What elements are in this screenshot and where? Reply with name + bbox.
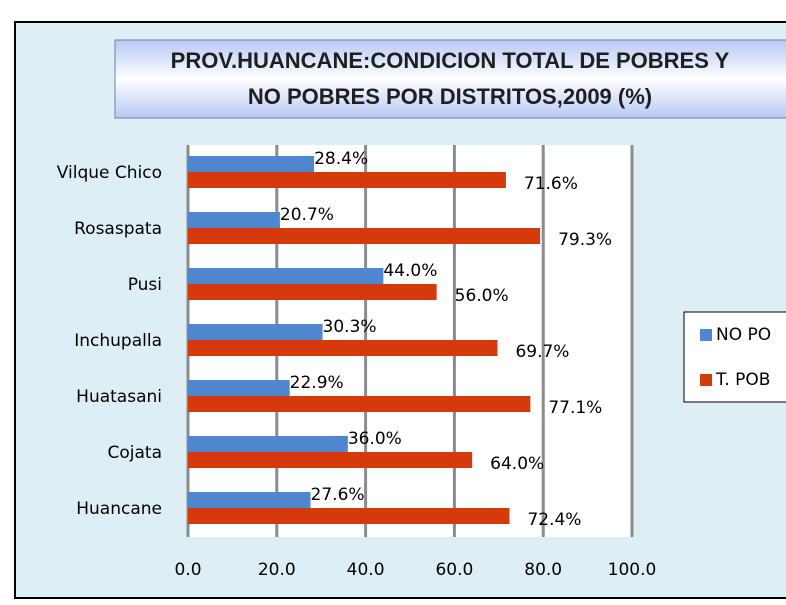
x-tick-label: 100.0 bbox=[608, 560, 657, 580]
data-label: 20.7% bbox=[280, 205, 334, 225]
data-label: 22.9% bbox=[290, 373, 344, 393]
data-label: 71.6% bbox=[524, 174, 578, 194]
x-tick-label: 0.0 bbox=[174, 560, 201, 580]
bar bbox=[188, 452, 473, 468]
legend-label: T. POB bbox=[715, 370, 770, 390]
y-tick-label: Huancane bbox=[76, 499, 162, 519]
y-tick-label: Inchupalla bbox=[74, 331, 162, 351]
data-label: 27.6% bbox=[311, 485, 365, 505]
bar bbox=[188, 172, 506, 188]
x-tick-label: 80.0 bbox=[524, 560, 562, 580]
data-label: 64.0% bbox=[490, 454, 544, 474]
data-label: 69.7% bbox=[515, 342, 569, 362]
bar bbox=[188, 284, 437, 300]
legend-swatch bbox=[700, 329, 712, 341]
bar bbox=[188, 268, 384, 284]
legend-swatch bbox=[700, 374, 712, 386]
bar bbox=[188, 340, 498, 356]
bar bbox=[188, 492, 311, 508]
y-tick-label: Huatasani bbox=[76, 387, 162, 407]
legend-box bbox=[683, 311, 786, 403]
data-label: 56.0% bbox=[455, 286, 509, 306]
data-label: 36.0% bbox=[348, 429, 402, 449]
bar bbox=[188, 508, 510, 524]
bar bbox=[188, 228, 541, 244]
bar bbox=[188, 380, 290, 396]
bar bbox=[188, 212, 280, 228]
data-label: 77.1% bbox=[548, 398, 602, 418]
bar bbox=[188, 324, 323, 340]
x-tick-label: 60.0 bbox=[435, 560, 473, 580]
bar bbox=[188, 436, 348, 452]
y-tick-label: Vilque Chico bbox=[57, 163, 162, 183]
data-label: 28.4% bbox=[314, 149, 368, 169]
data-label: 72.4% bbox=[527, 510, 581, 530]
y-tick-label: Pusi bbox=[128, 275, 162, 295]
title-box bbox=[114, 39, 786, 119]
bar bbox=[188, 156, 315, 172]
data-label: 30.3% bbox=[323, 317, 377, 337]
y-tick-label: Cojata bbox=[108, 443, 163, 463]
x-tick-label: 40.0 bbox=[347, 560, 385, 580]
y-tick-label: Rosaspata bbox=[74, 219, 162, 239]
x-tick-label: 20.0 bbox=[258, 560, 296, 580]
chart-title: PROV.HUANCANE:CONDICION TOTAL DE POBRES … bbox=[171, 48, 730, 73]
bar bbox=[188, 396, 531, 412]
chart-title: NO POBRES POR DISTRITOS,2009 (%) bbox=[248, 84, 652, 109]
data-label: 79.3% bbox=[558, 230, 612, 250]
data-label: 44.0% bbox=[383, 261, 437, 281]
legend-label: NO PO bbox=[716, 325, 771, 345]
